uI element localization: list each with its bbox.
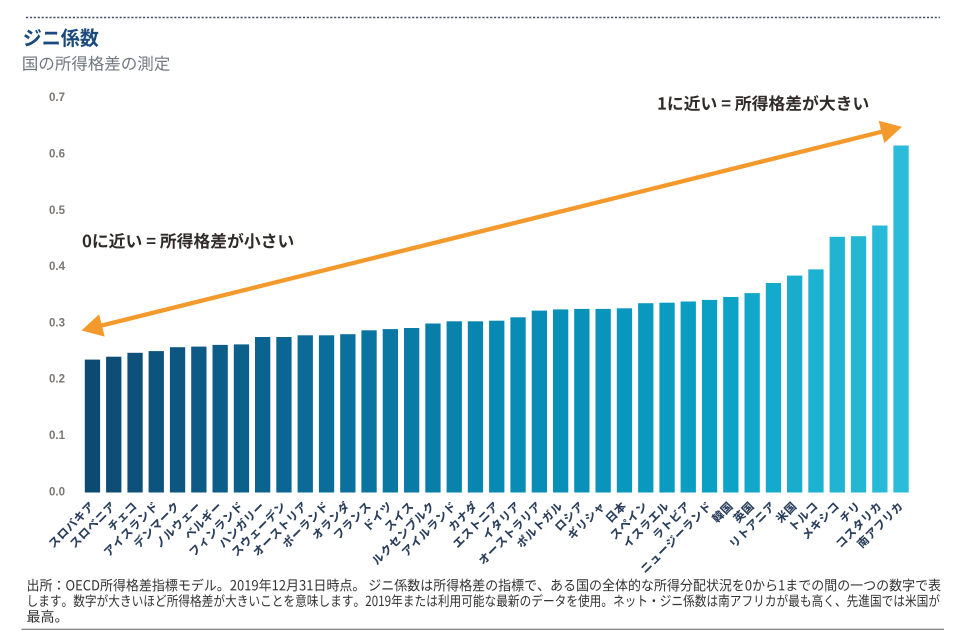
svg-text:0.4: 0.4 bbox=[49, 261, 66, 273]
svg-text:0.2: 0.2 bbox=[49, 374, 65, 386]
svg-text:0.1: 0.1 bbox=[49, 430, 66, 442]
svg-text:0.0: 0.0 bbox=[49, 486, 65, 498]
svg-text:0.3: 0.3 bbox=[49, 317, 65, 329]
svg-text:0.7: 0.7 bbox=[49, 92, 65, 104]
svg-text:0.5: 0.5 bbox=[49, 205, 66, 217]
svg-text:0.6: 0.6 bbox=[49, 148, 65, 160]
